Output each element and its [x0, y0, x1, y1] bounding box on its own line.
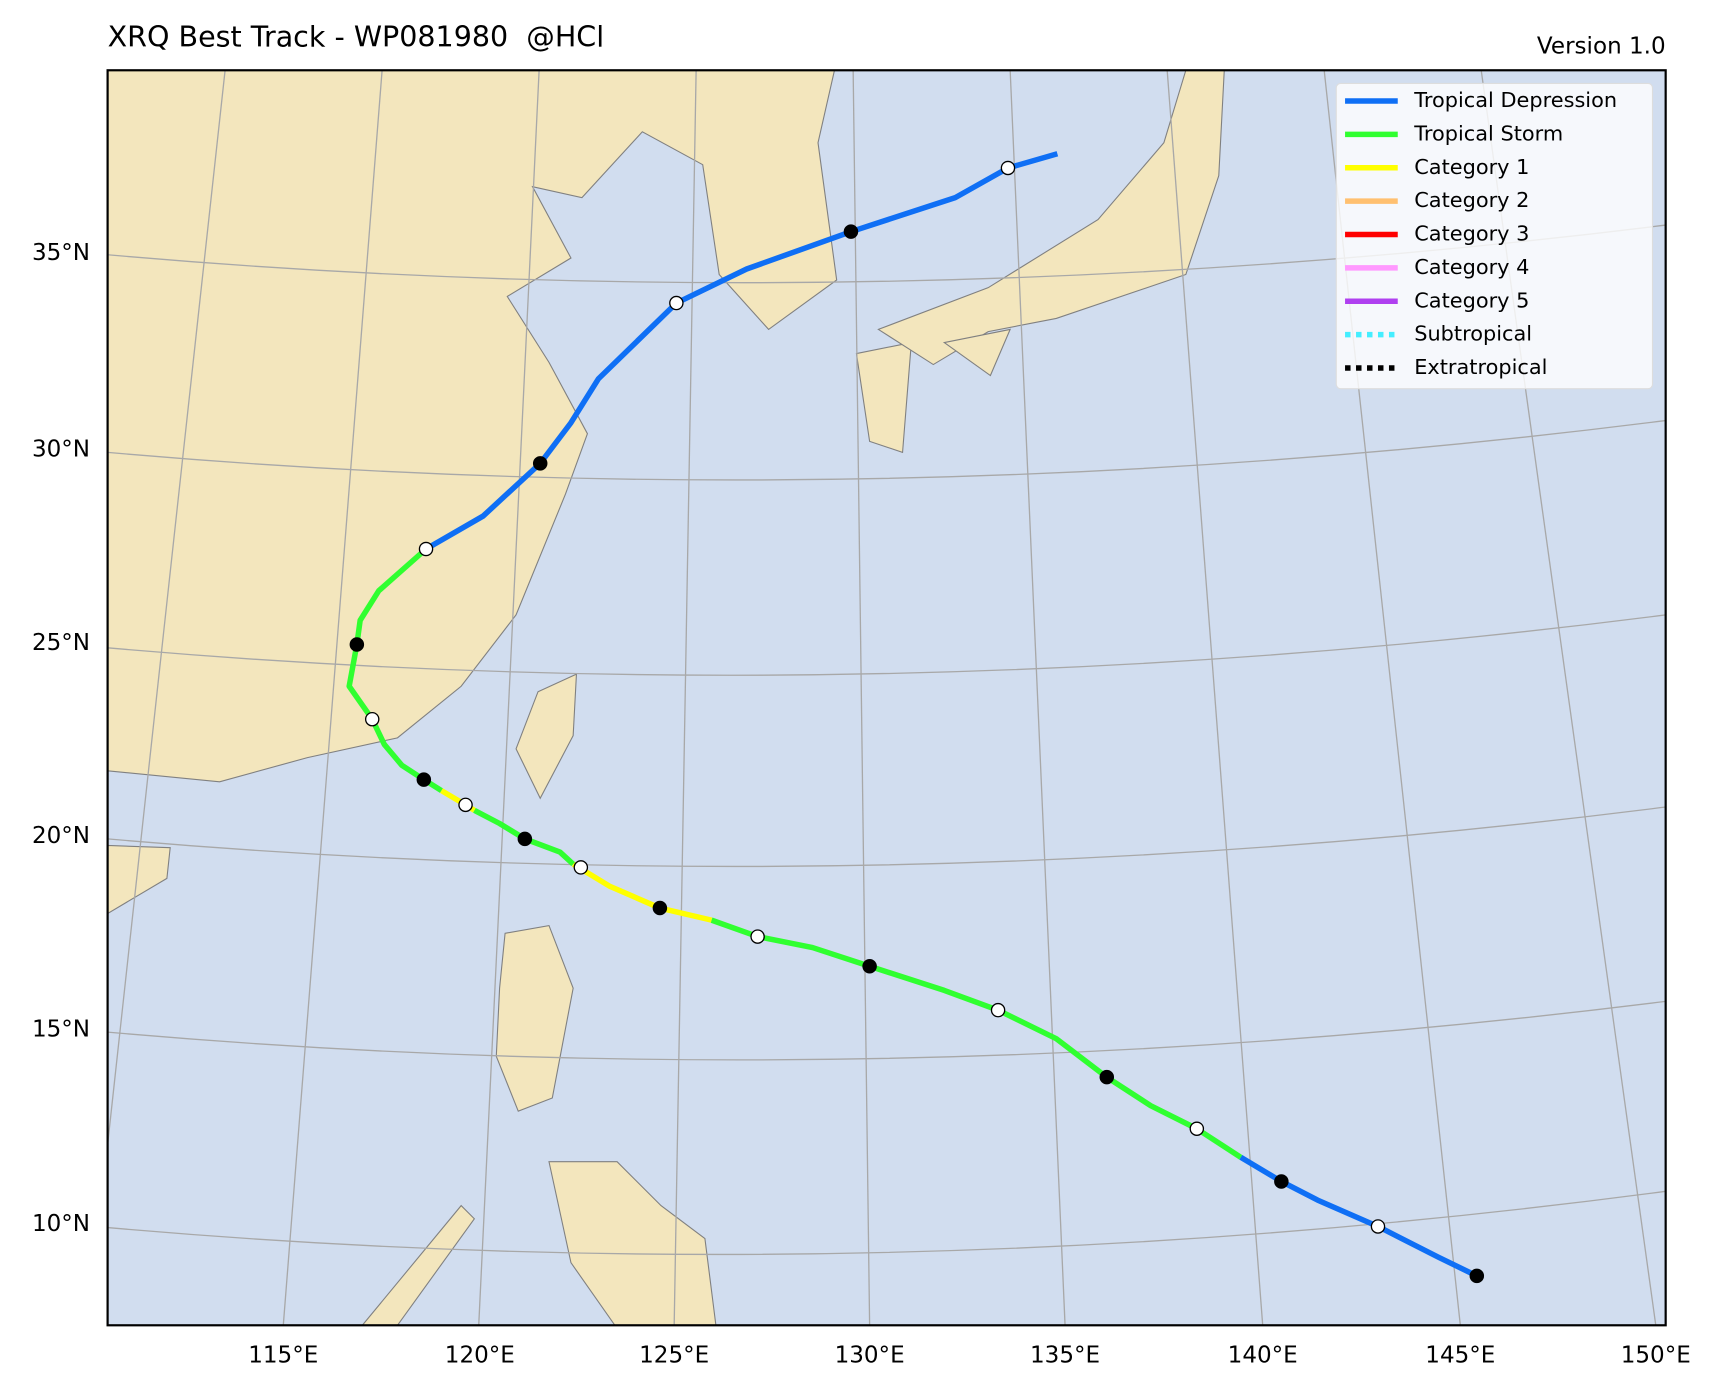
map-frame: [106, 69, 1667, 1327]
point-12z: [1189, 1121, 1205, 1136]
legend-label: Tropical Depression: [1413, 88, 1617, 112]
land: [107, 844, 171, 915]
point-12z: [418, 541, 434, 557]
land: [942, 328, 1012, 377]
lat-label: 15°N: [32, 1016, 90, 1042]
point-00z: [416, 772, 432, 787]
land: [548, 1161, 717, 1326]
point-00z: [532, 456, 548, 471]
track-segment: [571, 861, 713, 923]
lon-label: 140°E: [1228, 1343, 1298, 1369]
legend-label: Tropical Storm: [1413, 121, 1563, 145]
legend-box: [1335, 82, 1654, 390]
lat-label: 20°N: [32, 823, 90, 849]
point-12z: [750, 929, 765, 944]
track-segment: [1239, 1154, 1479, 1279]
legend-label: Subtropical: [1414, 322, 1532, 346]
legend-label: Category 2: [1414, 188, 1529, 212]
lat-label: 30°N: [32, 437, 90, 463]
legend-label: Category 3: [1414, 222, 1529, 246]
track-points: [349, 160, 1485, 1284]
land: [515, 673, 578, 800]
version: Version 1.0: [1537, 34, 1666, 60]
point-00z: [652, 900, 668, 916]
point-12z: [1000, 160, 1016, 176]
point-00z: [349, 637, 365, 652]
land: [107, 70, 838, 783]
point-00z: [862, 958, 877, 974]
legend-label: Category 5: [1414, 288, 1529, 312]
point-12z: [573, 860, 589, 875]
title: XRQ Best Track - WP081980 @HCl: [108, 20, 605, 53]
lon-label: 145°E: [1425, 1343, 1495, 1369]
point-12z: [1370, 1219, 1386, 1234]
lat-label: 35°N: [32, 240, 90, 266]
legend-label: Category 4: [1414, 255, 1529, 279]
lon-label: 130°E: [835, 1343, 905, 1369]
point-12z: [364, 711, 380, 727]
land: [495, 924, 574, 1112]
lat-label: 25°N: [32, 630, 90, 656]
lon-label: 115°E: [248, 1343, 318, 1369]
legend-label: Extratropical: [1414, 355, 1547, 379]
point-00z: [1099, 1069, 1115, 1085]
lat-label: 10°N: [32, 1211, 90, 1237]
point-12z: [458, 797, 473, 813]
legend-label: Category 1: [1414, 155, 1529, 179]
point-12z: [990, 1002, 1006, 1018]
point-12z: [669, 295, 684, 311]
land: [855, 341, 912, 454]
lon-label: 150°E: [1621, 1343, 1691, 1369]
track-segment: [346, 546, 443, 793]
lon-label: 135°E: [1030, 1343, 1100, 1369]
point-00z: [1274, 1174, 1289, 1189]
point-00z: [517, 831, 533, 847]
lon-label: 120°E: [445, 1343, 515, 1369]
point-00z: [843, 224, 859, 239]
lon-label: 125°E: [639, 1343, 709, 1369]
legend: Tropical Depression Tropical Storm Categor…: [1335, 82, 1654, 390]
land: [361, 1204, 476, 1326]
point-00z: [1469, 1268, 1485, 1284]
